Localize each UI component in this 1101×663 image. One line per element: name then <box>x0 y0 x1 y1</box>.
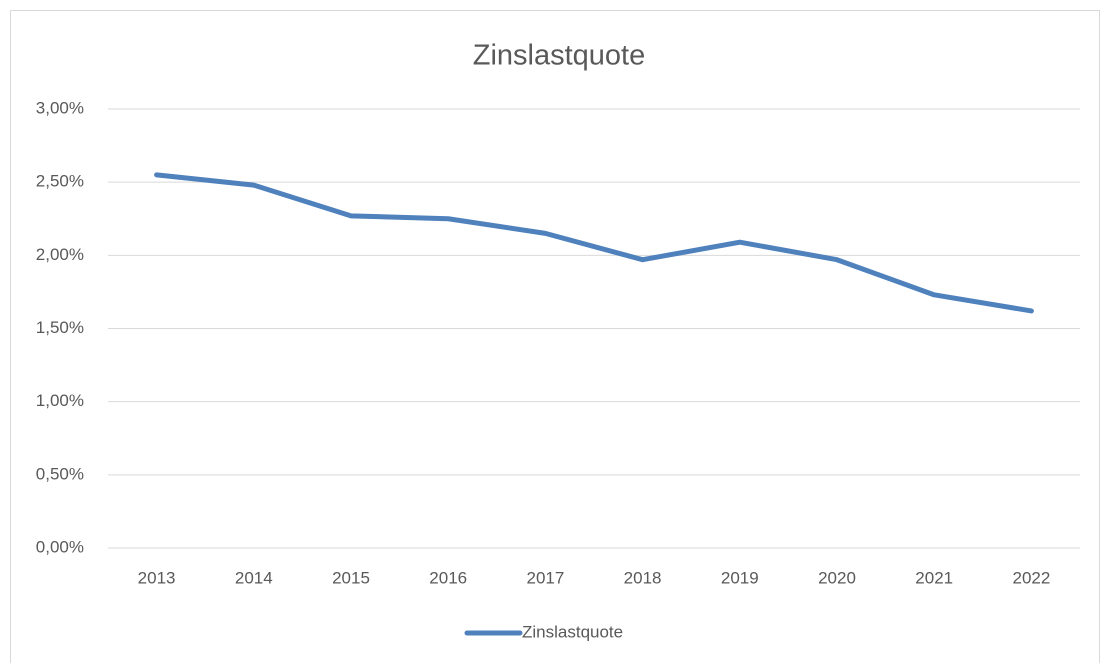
x-tick-label: 2014 <box>235 568 273 587</box>
line <box>154 172 1034 314</box>
y-tick-label: 3,00% <box>36 98 84 117</box>
y-tick-label: 1,50% <box>36 318 84 337</box>
y-tick-label: 2,00% <box>36 245 84 264</box>
x-tick-label: 2020 <box>818 568 856 587</box>
x-tick-label: 2022 <box>1012 568 1050 587</box>
x-tick-label: 2018 <box>624 568 662 587</box>
x-tick-label: 2019 <box>721 568 759 587</box>
y-tick-label: 2,50% <box>36 172 84 191</box>
y-tick-label: 0,00% <box>36 537 84 556</box>
chart-frame <box>10 10 1100 663</box>
x-tick-label: 2016 <box>429 568 467 587</box>
x-tick-label: 2017 <box>526 568 564 587</box>
y-tick-label: 0,50% <box>36 464 84 483</box>
legend-label: Zinslastquote <box>522 622 623 641</box>
y-tick-label: 1,00% <box>36 391 84 410</box>
x-tick-label: 2015 <box>332 568 370 587</box>
x-tick-label: 2021 <box>915 568 953 587</box>
x-tick-label: 2013 <box>138 568 176 587</box>
chart-title: Zinslastquote <box>473 40 646 72</box>
